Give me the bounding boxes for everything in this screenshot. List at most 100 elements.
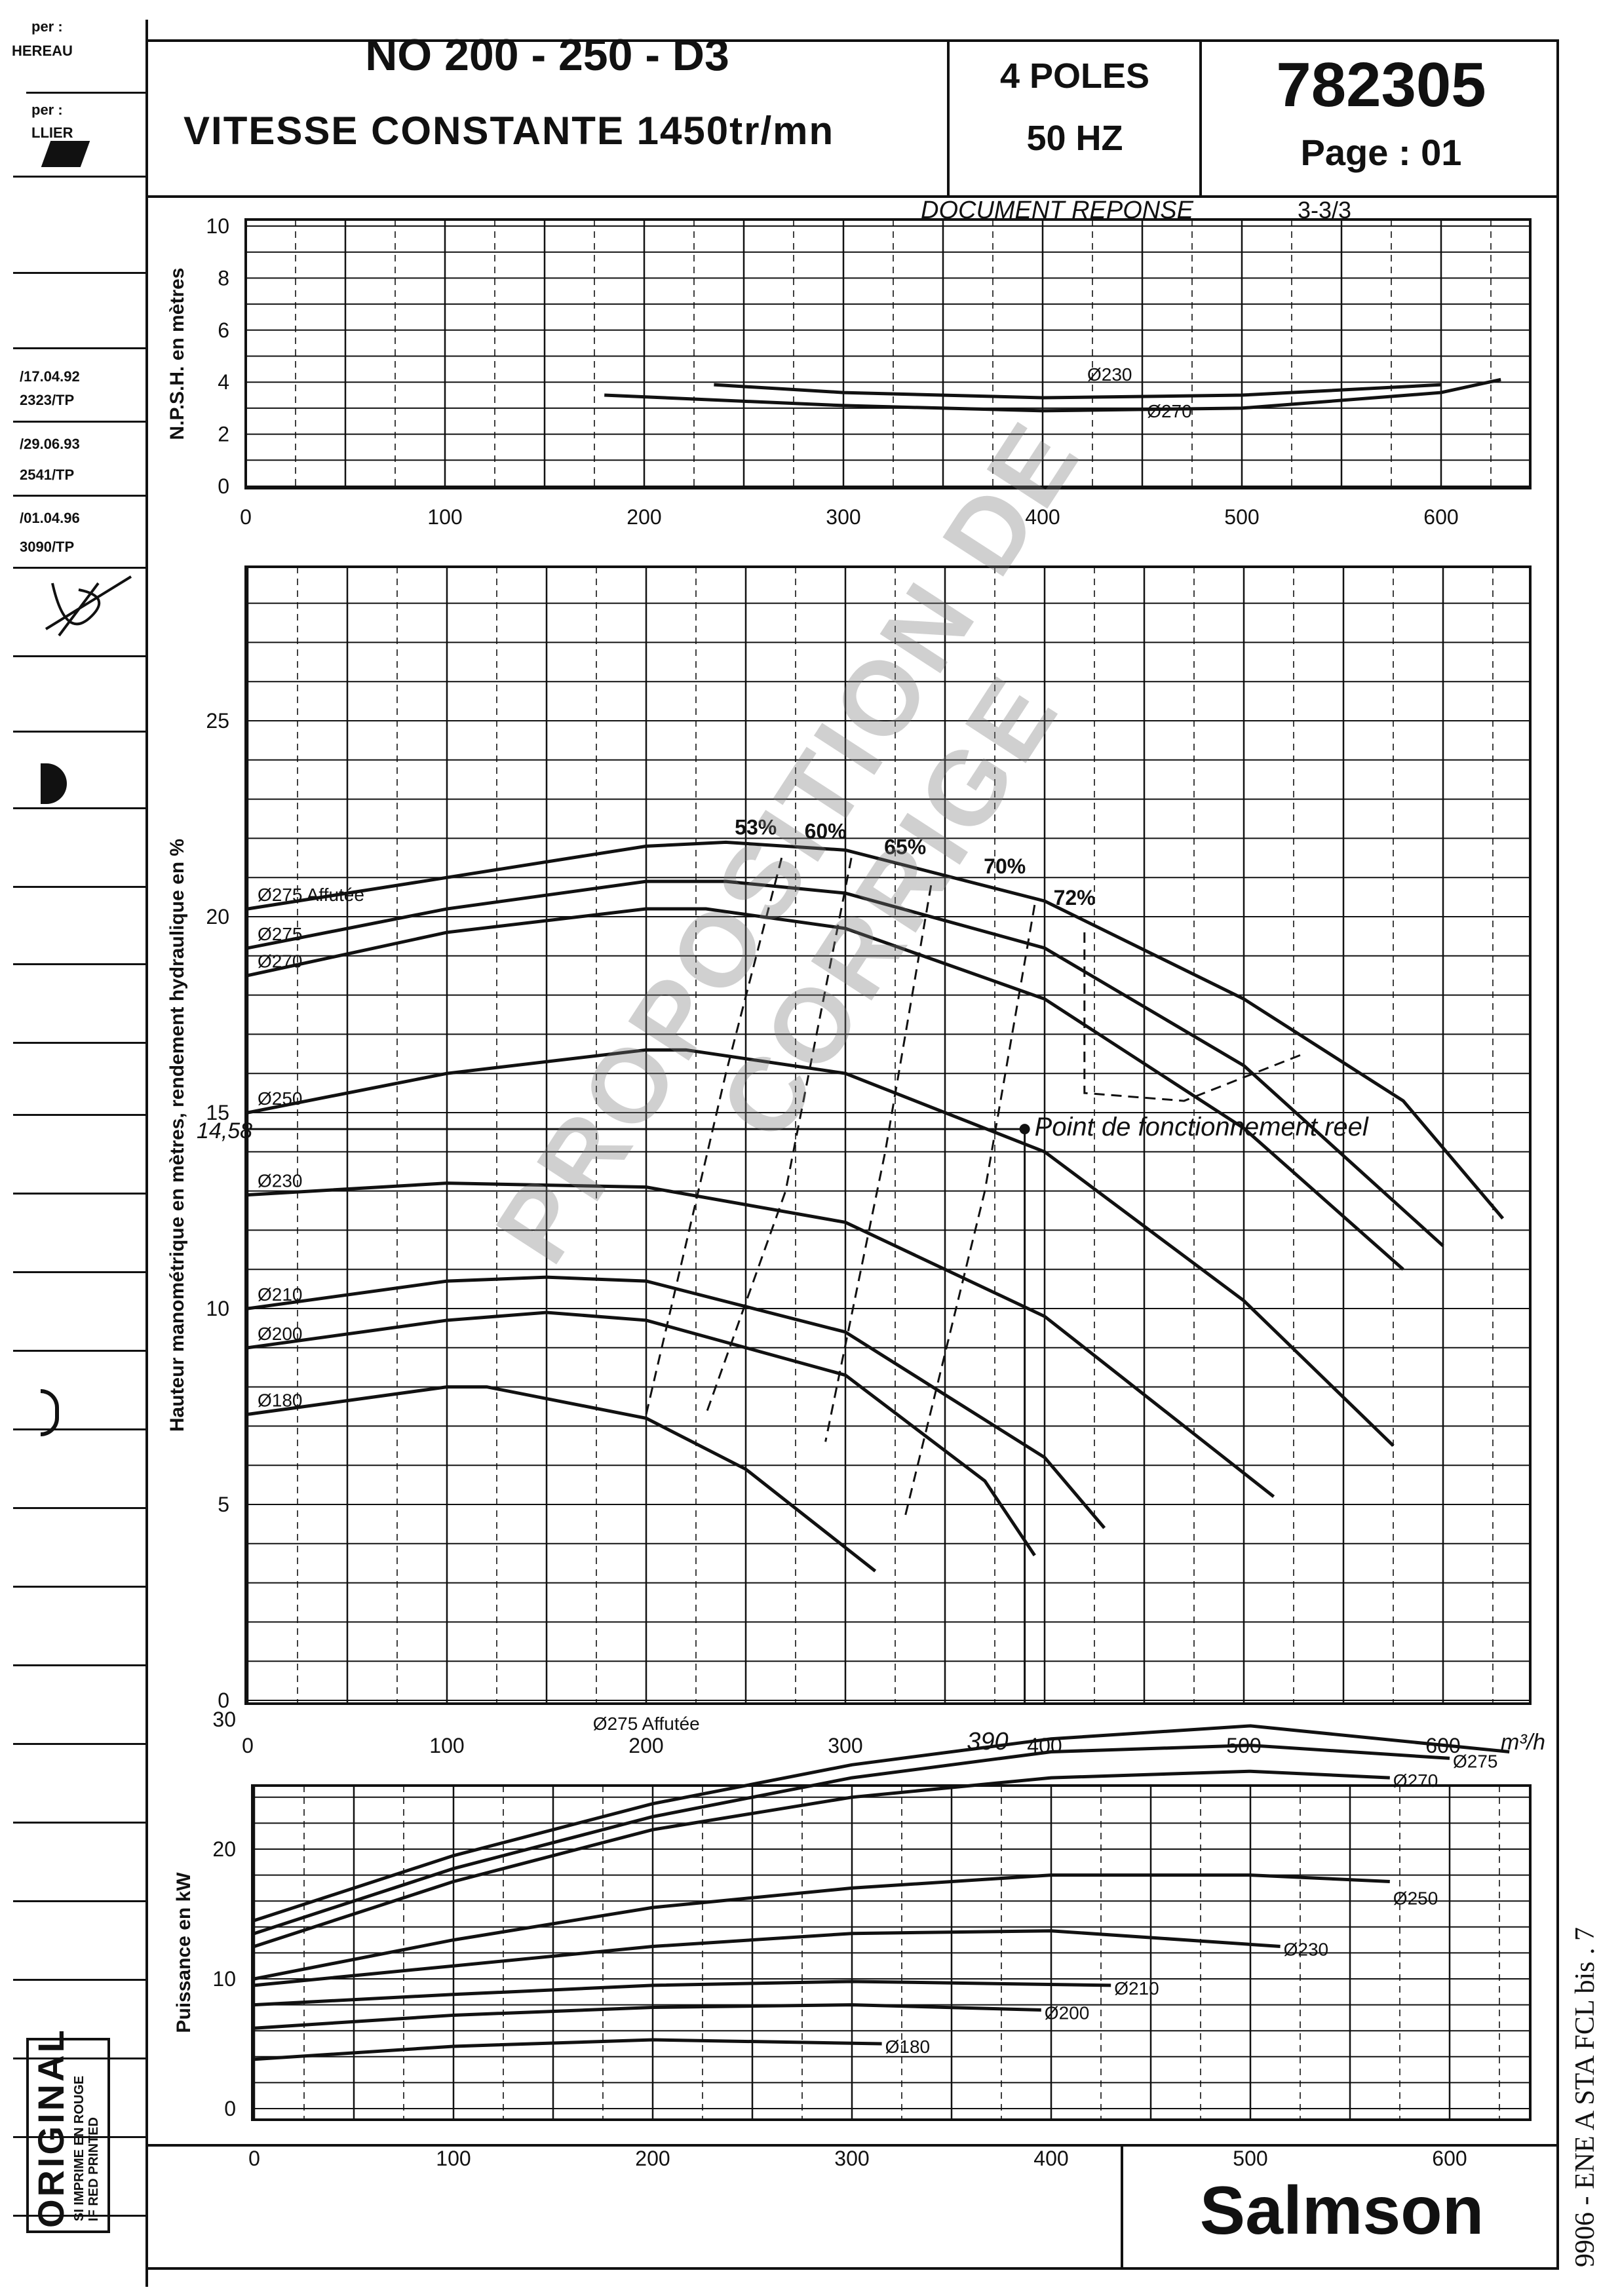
x-tick-label: 400 <box>1025 505 1060 529</box>
x-tick-label: 500 <box>1224 505 1259 529</box>
side-rule-26 <box>13 2057 145 2059</box>
x-tick-label: 600 <box>1432 2147 1467 2170</box>
series-line <box>247 1311 1036 1557</box>
series-label: Ø270 <box>1147 401 1192 421</box>
series-label: Ø200 <box>258 1324 303 1344</box>
y-tick-label: 6 <box>218 318 229 342</box>
side-rule-13 <box>13 1042 145 1044</box>
series-line <box>247 1385 877 1573</box>
y-tick-label: 4 <box>218 370 229 394</box>
y-tick-label: 10 <box>206 1297 229 1320</box>
series-line <box>254 1724 1510 1923</box>
x-tick-label: 100 <box>429 1734 464 1757</box>
side-rule-25 <box>13 1979 145 1981</box>
brand-logo: Salmson <box>1199 2173 1484 2249</box>
x-tick-label: 200 <box>627 505 661 529</box>
series-label: Ø230 <box>1087 364 1132 385</box>
side-rule-28 <box>13 2215 145 2217</box>
x-tick-label: 100 <box>436 2147 471 2170</box>
side-rule-14 <box>13 1114 145 1116</box>
side-rule-4 <box>13 347 145 349</box>
poles-label: 4 POLES <box>999 56 1150 96</box>
frame-left <box>145 20 148 2287</box>
side-rule-12 <box>13 963 145 965</box>
y-tick-label: 15 <box>206 1101 229 1124</box>
series-line <box>254 1929 1281 1987</box>
series-label: Ø180 <box>885 2037 931 2057</box>
frame-footer-top <box>145 2144 1559 2147</box>
series-line <box>247 1048 1395 1447</box>
y-tick-label: 20 <box>206 905 229 928</box>
frame-top <box>145 39 1559 42</box>
revision-2-date: /29.06.93 <box>20 436 80 452</box>
y-tick-label: 0 <box>224 2097 236 2120</box>
efficiency-curve <box>645 857 783 1415</box>
y-tick-label: 0 <box>218 474 229 498</box>
side-rule-20 <box>13 1586 145 1588</box>
side-rule-2 <box>13 176 145 178</box>
series-line <box>254 1744 1450 1936</box>
frequency-label: 50 HZ <box>1026 119 1123 158</box>
header-divider-2 <box>1199 39 1202 197</box>
frame-right <box>1556 39 1559 2267</box>
x-tick-label: 200 <box>628 1734 663 1757</box>
y-axis-label: N.P.S.H. en mètres <box>166 268 188 440</box>
author-name-1: HEREAU <box>12 43 73 59</box>
side-rule-11 <box>13 886 145 888</box>
series-line <box>604 377 1501 413</box>
x-tick-label: 600 <box>1423 505 1458 529</box>
side-rule-16 <box>13 1271 145 1273</box>
y-tick-label: 10 <box>206 214 229 238</box>
side-rule-9 <box>13 731 145 733</box>
series-line <box>254 2003 1041 2030</box>
x-tick-label: 300 <box>828 1734 862 1757</box>
x-tick-label: 200 <box>635 2147 670 2170</box>
operating-point-marker <box>1019 1124 1030 1135</box>
side-rule-6 <box>13 495 145 497</box>
revision-3-ref: 3090/TP <box>20 539 75 555</box>
series-label: Ø275 <box>1453 1751 1498 1771</box>
y-tick-label: 5 <box>218 1493 229 1516</box>
series-line <box>247 1275 1106 1529</box>
efficiency-curve <box>704 858 853 1415</box>
author-label-2: per : <box>31 102 63 118</box>
series-label: Ø180 <box>258 1390 303 1410</box>
series-label: Ø230 <box>1284 1940 1329 1960</box>
header-divider-1 <box>947 39 950 197</box>
revision-2-ref: 2541/TP <box>20 467 75 483</box>
series-label: Ø270 <box>258 951 303 972</box>
y-axis-label: Hauteur manométrique en mètres, rendemen… <box>166 839 188 1432</box>
revision-1-date: /17.04.92 <box>20 368 80 385</box>
side-rule-18 <box>13 1428 145 1430</box>
page-number: Page : 01 <box>1300 132 1462 173</box>
head-value-annotation: 14,58 <box>197 1119 252 1143</box>
chart-panel-2: 0 100 200 300 400 500 600 0 10 20 30 Puissance en k… <box>173 1708 1532 2170</box>
plot-frame <box>244 218 1532 489</box>
y-tick-label: 10 <box>212 1967 236 1991</box>
series-line <box>254 2038 882 2061</box>
efficiency-curve <box>1083 932 1304 1102</box>
side-rule-19 <box>13 1507 145 1509</box>
side-rule-21 <box>13 1664 145 1666</box>
x-tick-label: 0 <box>242 1734 254 1757</box>
revision-1-ref: 2323/TP <box>20 392 75 408</box>
side-rule-23 <box>13 1822 145 1824</box>
side-rule-7 <box>13 567 145 569</box>
side-rule-15 <box>13 1193 145 1195</box>
side-rule-10 <box>13 807 145 809</box>
x-tick-label: 0 <box>240 505 252 529</box>
series-label: Ø250 <box>1393 1888 1438 1909</box>
pump-model-title: NO 200 - 250 - D3 <box>365 30 729 80</box>
author-name-2: LLIER <box>31 124 73 141</box>
efficiency-curve <box>824 885 933 1442</box>
side-rule-27 <box>13 2136 145 2138</box>
efficiency-label: 70% <box>984 854 1026 878</box>
y-tick-label: 8 <box>218 266 229 290</box>
efficiency-label: 65% <box>884 835 926 858</box>
series-line <box>247 907 1404 1271</box>
series-line <box>254 1873 1390 1981</box>
series-line <box>254 1980 1111 2007</box>
side-rule-24 <box>13 1900 145 1902</box>
